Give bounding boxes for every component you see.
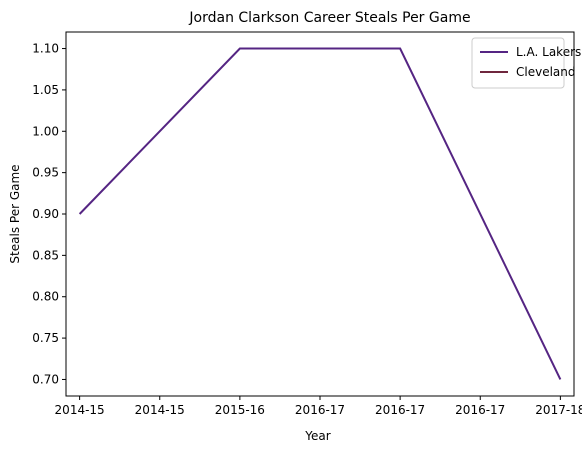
y-tick-label: 1.10 (32, 42, 59, 56)
x-tick-label: 2016-17 (455, 403, 505, 417)
y-tick-label: 1.05 (32, 83, 59, 97)
x-tick-label: 2016-17 (375, 403, 425, 417)
plot-frame (65, 31, 575, 397)
y-tick-label: 0.80 (32, 290, 59, 304)
y-tick-label: 0.70 (32, 372, 59, 386)
y-tick-label: 0.75 (32, 331, 59, 345)
x-axis-label: Year (304, 429, 330, 443)
x-tick-label: 2015-16 (215, 403, 265, 417)
series-lines (78, 47, 562, 380)
legend-label: Cleveland (516, 65, 576, 79)
series-line-l-a-lakers (78, 47, 562, 380)
legend-box (471, 37, 565, 89)
y-tick-label: 1.00 (32, 124, 59, 138)
x-tick-label: 2014-15 (135, 403, 185, 417)
chart-title: Jordan Clarkson Career Steals Per Game (188, 10, 470, 26)
y-tick-label: 0.85 (32, 248, 59, 262)
y-tick-label: 0.95 (32, 166, 59, 180)
x-axis: 2014-15 2014-15 2015-16 2016-17 2016-17 2016-… (55, 396, 582, 417)
x-tick-label: 2016-17 (295, 403, 345, 417)
y-axis: 0.70 0.75 0.80 0.85 0.90 0.95 1.00 1.05 1.10 (32, 42, 66, 386)
legend-label: L.A. Lakers (516, 45, 581, 59)
y-tick-label: 0.90 (32, 207, 59, 221)
y-axis-label: Steals Per Game (8, 164, 22, 263)
legend: L.A. Lakers Cleveland (471, 37, 581, 89)
x-tick-label: 2014-15 (55, 403, 105, 417)
x-tick-label: 2017-18 (535, 403, 582, 417)
